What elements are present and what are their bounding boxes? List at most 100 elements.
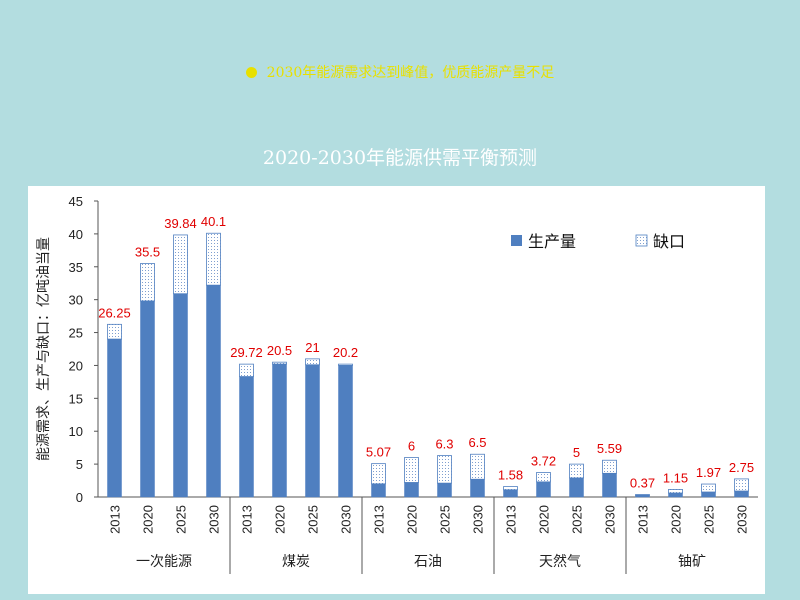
group-label: 一次能源 — [136, 554, 192, 570]
production-bar — [701, 491, 716, 498]
x-tick-label: 2020 — [537, 505, 552, 534]
data-label: 0.37 — [630, 476, 655, 491]
y-tick-label: 10 — [69, 424, 83, 439]
x-tick-label: 2013 — [372, 505, 387, 534]
y-tick-label: 5 — [76, 457, 83, 472]
x-tick-label: 2030 — [339, 505, 354, 534]
data-label: 5.07 — [366, 445, 391, 460]
legend-swatch-production — [511, 235, 522, 246]
production-bar — [503, 489, 518, 498]
production-bar — [173, 293, 188, 498]
legend-swatch-gap — [635, 234, 648, 247]
gap-bar — [272, 361, 287, 365]
data-label: 5 — [573, 445, 580, 460]
x-tick-label: 2030 — [207, 505, 222, 534]
data-label: 1.97 — [696, 465, 721, 480]
data-label: 5.59 — [597, 441, 622, 456]
headline: 2030年能源需求达到峰值，优质能源产量不足 — [0, 62, 800, 82]
x-tick-label: 2020 — [273, 505, 288, 534]
legend-label-gap: 缺口 — [653, 232, 685, 251]
x-tick-label: 2025 — [174, 505, 189, 534]
production-bar — [338, 365, 353, 498]
gap-bar — [668, 489, 683, 494]
y-tick-label: 30 — [69, 293, 83, 308]
data-label: 26.25 — [98, 305, 131, 320]
data-label: 35.5 — [135, 244, 160, 259]
x-tick-label: 2025 — [306, 505, 321, 534]
bullet-dot-icon — [245, 67, 257, 78]
data-label: 2.75 — [729, 460, 754, 475]
group-label: 铀矿 — [678, 554, 706, 570]
production-bar — [635, 495, 650, 498]
data-label: 1.15 — [663, 470, 688, 485]
gap-bar — [437, 455, 452, 484]
x-tick-label: 2013 — [108, 505, 123, 534]
y-tick-label: 15 — [69, 391, 83, 406]
production-bar — [140, 300, 155, 498]
chart-panel: 0 5 10 15 20 25 30 35 40 45 能源需求、生产与缺口：亿吨油当量 2013 20… — [28, 186, 765, 594]
production-bar — [734, 490, 749, 498]
data-label: 20.2 — [333, 345, 358, 360]
group-label: 天然气 — [539, 553, 581, 570]
data-label: 3.72 — [531, 454, 556, 469]
data-label: 1.58 — [498, 468, 523, 483]
gap-bar — [206, 232, 221, 286]
y-tick-label: 45 — [69, 194, 83, 209]
production-bar — [305, 364, 320, 498]
gap-bar — [404, 457, 419, 483]
x-tick-label: 2030 — [735, 505, 750, 534]
gap-bar — [602, 459, 617, 474]
production-bar — [569, 477, 584, 498]
x-tick-label: 2020 — [669, 505, 684, 534]
x-tick-label: 2013 — [504, 505, 519, 534]
data-label: 20.5 — [267, 343, 292, 358]
data-label: 6.5 — [468, 435, 486, 450]
production-bar — [437, 482, 452, 498]
production-bar — [668, 492, 683, 498]
y-tick-label: 0 — [76, 490, 83, 505]
production-bar — [371, 483, 386, 498]
production-bar — [470, 478, 485, 498]
x-tick-label: 2025 — [570, 505, 585, 534]
gap-bar — [470, 453, 485, 480]
x-tick-label: 2013 — [636, 505, 651, 534]
production-bar — [272, 363, 287, 498]
y-tick-label: 40 — [69, 227, 83, 242]
y-tick-label: 35 — [69, 260, 83, 275]
x-tick-label: 2030 — [471, 505, 486, 534]
production-bar — [206, 284, 221, 498]
gap-bar — [734, 478, 749, 492]
legend-label-production: 生产量 — [528, 232, 576, 251]
y-tick-label: 20 — [69, 358, 83, 373]
data-label: 39.84 — [164, 216, 197, 231]
x-tick-label: 2020 — [405, 505, 420, 534]
data-label: 6.3 — [435, 437, 453, 452]
gap-bar — [536, 472, 551, 483]
gap-bar — [239, 363, 254, 378]
data-label: 29.72 — [230, 345, 263, 360]
x-tick-label: 2030 — [603, 505, 618, 534]
gap-bar — [503, 486, 518, 491]
data-label: 21 — [305, 340, 319, 355]
chart-title: 2020-2030年能源供需平衡预测 — [262, 147, 538, 169]
group-label: 煤炭 — [282, 554, 310, 570]
y-tick-label: 25 — [69, 326, 83, 341]
production-bar — [107, 338, 122, 498]
production-bar — [239, 376, 254, 498]
x-tick-label: 2025 — [702, 505, 717, 534]
x-tick-label: 2020 — [141, 505, 156, 534]
group-label: 石油 — [414, 554, 442, 570]
production-bar — [602, 473, 617, 498]
data-label: 6 — [408, 439, 415, 454]
data-label: 40.1 — [201, 214, 226, 229]
gap-bar — [569, 463, 584, 479]
gap-bar — [140, 263, 155, 302]
gap-bar — [305, 358, 320, 366]
x-tick-label: 2025 — [438, 505, 453, 534]
headline-text: 2030年能源需求达到峰值，优质能源产量不足 — [266, 65, 555, 81]
x-tick-label: 2013 — [240, 505, 255, 534]
production-bar — [536, 481, 551, 498]
y-axis-title: 能源需求、生产与缺口：亿吨油当量 — [36, 237, 52, 461]
gap-bar — [701, 483, 716, 493]
